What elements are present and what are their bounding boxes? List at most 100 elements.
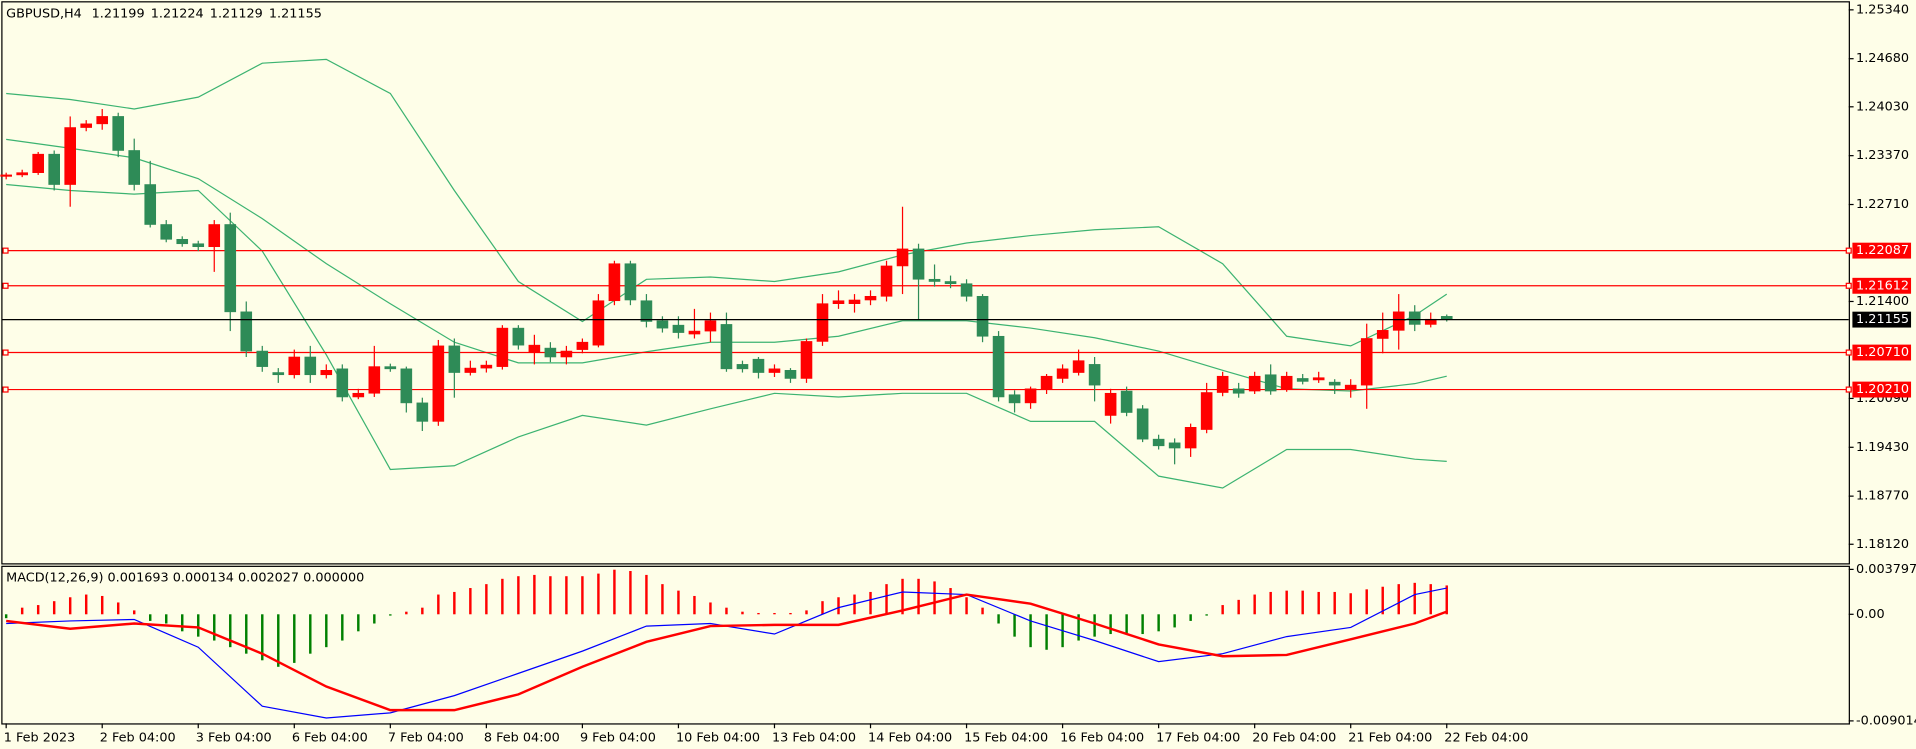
x-tick-label: 10 Feb 04:00 bbox=[676, 731, 760, 746]
x-tick-label: 14 Feb 04:00 bbox=[868, 731, 952, 746]
candle-body bbox=[576, 341, 589, 350]
macd-histogram-bar bbox=[1301, 590, 1304, 615]
macd-histogram-bar bbox=[437, 594, 440, 615]
y-tick-label: 1.19430 bbox=[1856, 440, 1909, 455]
candle-body bbox=[208, 224, 221, 248]
candle-body bbox=[960, 283, 973, 297]
candle-body bbox=[992, 335, 1005, 398]
macd-histogram-bar bbox=[84, 594, 88, 615]
macd-histogram-bar bbox=[213, 614, 216, 641]
candle-body bbox=[144, 184, 157, 225]
candle-body bbox=[640, 300, 653, 322]
candle-body bbox=[256, 350, 269, 367]
candle-body bbox=[1408, 311, 1421, 325]
macd-histogram-bar bbox=[789, 612, 792, 615]
candle-body bbox=[1216, 375, 1229, 393]
macd-histogram-bar bbox=[1205, 614, 1208, 616]
y-tick-label: 1.23370 bbox=[1856, 148, 1909, 163]
last-low: 1.21129 bbox=[210, 6, 263, 21]
macd-histogram-bar bbox=[1333, 591, 1336, 615]
candle-body bbox=[96, 116, 109, 125]
level-anchor bbox=[2, 386, 9, 393]
candle-body bbox=[224, 224, 237, 313]
candle-body bbox=[752, 358, 765, 373]
level-label: 1.20210 bbox=[1856, 382, 1909, 397]
candle-body bbox=[160, 224, 173, 240]
macd-histogram-bar bbox=[1029, 614, 1032, 648]
macd-histogram-bar bbox=[1445, 585, 1448, 615]
candle-body bbox=[864, 295, 877, 301]
last-open: 1.21199 bbox=[92, 6, 145, 21]
macd-histogram-bar bbox=[309, 614, 312, 654]
candle-body bbox=[448, 345, 461, 373]
macd-histogram-bar bbox=[341, 614, 344, 641]
candle-body bbox=[624, 263, 637, 301]
x-tick-label: 2 Feb 04:00 bbox=[100, 731, 176, 746]
candle-body bbox=[1136, 408, 1149, 440]
macd-histogram-bar bbox=[693, 595, 696, 615]
level-anchor bbox=[1845, 282, 1852, 289]
candle-body bbox=[944, 281, 957, 285]
x-tick-label: 20 Feb 04:00 bbox=[1252, 731, 1336, 746]
macd-histogram-bar bbox=[261, 614, 264, 661]
price-header: GBPUSD,H4 1.21199 1.21224 1.21129 1.21155 bbox=[6, 6, 322, 21]
candle-body bbox=[1344, 384, 1357, 390]
candle-body bbox=[880, 265, 893, 297]
macd-histogram-bar bbox=[1349, 593, 1352, 615]
level-anchor bbox=[2, 349, 9, 356]
level-label: 1.21612 bbox=[1856, 278, 1909, 293]
last-high: 1.21224 bbox=[151, 6, 204, 21]
y-tick-label: 1.24030 bbox=[1856, 99, 1909, 114]
macd-histogram-bar bbox=[149, 614, 152, 621]
macd-histogram-bar bbox=[1269, 591, 1272, 615]
level-label-box bbox=[1852, 277, 1912, 294]
level-anchor bbox=[2, 282, 9, 289]
macd-histogram-bar bbox=[965, 597, 968, 615]
candle-body bbox=[1168, 442, 1181, 449]
candle-body bbox=[672, 324, 685, 333]
macd-histogram-bar bbox=[181, 614, 184, 632]
macd-histogram-bar bbox=[293, 614, 296, 663]
level-label-box bbox=[1852, 381, 1912, 398]
macd-histogram-bar bbox=[549, 576, 552, 615]
candle-body bbox=[1120, 390, 1133, 413]
macd-histogram-bar bbox=[453, 591, 456, 615]
macd-histogram-bar bbox=[357, 614, 360, 632]
x-tick-label: 21 Feb 04:00 bbox=[1348, 731, 1432, 746]
candle-body bbox=[1232, 388, 1245, 394]
candle-body bbox=[832, 300, 845, 305]
macd-histogram-bar bbox=[661, 584, 664, 615]
macd-histogram-bar bbox=[1093, 614, 1096, 637]
candle-body bbox=[1312, 377, 1325, 381]
candle-body bbox=[528, 344, 541, 353]
macd-histogram-bar bbox=[1413, 582, 1416, 615]
macd-histogram-bar bbox=[885, 584, 888, 615]
level-anchor bbox=[1845, 386, 1852, 393]
macd-histogram-bar bbox=[709, 602, 712, 615]
macd-histogram-bar bbox=[581, 576, 584, 615]
macd-histogram-bar bbox=[1189, 614, 1192, 621]
y-tick-label: 1.18120 bbox=[1856, 537, 1909, 552]
x-tick-label: 16 Feb 04:00 bbox=[1060, 731, 1144, 746]
candle-body bbox=[1264, 374, 1277, 392]
candle-body bbox=[384, 366, 397, 370]
last-price-box bbox=[1852, 311, 1912, 328]
candle-body bbox=[608, 263, 621, 302]
candle-body bbox=[112, 116, 125, 151]
candle-body bbox=[1040, 375, 1053, 390]
macd-histogram-bar bbox=[36, 605, 40, 615]
macd-histogram-bar bbox=[133, 610, 136, 615]
candle-body bbox=[512, 327, 525, 346]
x-tick-label: 6 Feb 04:00 bbox=[292, 731, 368, 746]
symbol: GBPUSD,H4 bbox=[6, 6, 82, 21]
candle-body bbox=[848, 299, 861, 305]
macd-line bbox=[6, 587, 1447, 719]
candle-body bbox=[64, 127, 77, 185]
macd-line bbox=[6, 593, 1448, 712]
last-close: 1.21155 bbox=[269, 6, 322, 21]
macd-histogram-bar bbox=[629, 571, 632, 615]
candle-body bbox=[1104, 392, 1117, 416]
candle-body bbox=[0, 174, 12, 177]
candle-body bbox=[1280, 375, 1293, 390]
candle-body bbox=[352, 392, 365, 398]
